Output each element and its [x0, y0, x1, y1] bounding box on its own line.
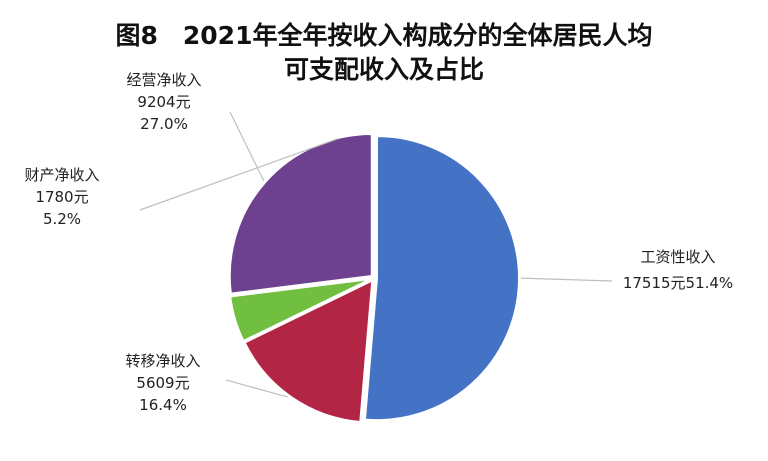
leader-line-3 [139, 138, 339, 211]
pie-slice-4 [228, 133, 373, 295]
slice-label-percent-3: 5.2% [43, 210, 81, 228]
leader-line-4 [229, 111, 265, 182]
pie-slice-1 [363, 135, 520, 422]
slice-label-name-3: 财产净收入 [24, 166, 99, 184]
pie-slice-2 [243, 278, 374, 424]
slice-label-value-3: 1780元 [35, 188, 88, 206]
slice-label-value-2: 5609元 [136, 374, 189, 392]
slice-label-value-percent-1: 17515元51.4% [623, 274, 733, 292]
slice-label-name-4: 经营净收入 [126, 71, 201, 89]
chart-title-line2: 可支配收入及占比 [284, 55, 484, 84]
slice-label-percent-2: 16.4% [139, 396, 187, 414]
pie-slices [228, 133, 520, 424]
leader-line-2 [225, 379, 288, 398]
pie-slice-3 [229, 277, 372, 343]
slice-label-name-1: 工资性收入 [640, 248, 715, 266]
slice-label-percent-4: 27.0% [140, 115, 188, 133]
slice-labels: 工资性收入 17515元51.4% 转移净收入 5609元 16.4% 财产净收入 1780… [24, 71, 733, 414]
leader-lines [139, 111, 613, 398]
chart-title-line1: 图8 2021年全年按收入构成分的全体居民人均 [116, 21, 653, 50]
slice-label-name-2: 转移净收入 [125, 352, 200, 370]
slice-label-value-4: 9204元 [137, 93, 190, 111]
leader-line-1 [520, 277, 613, 282]
